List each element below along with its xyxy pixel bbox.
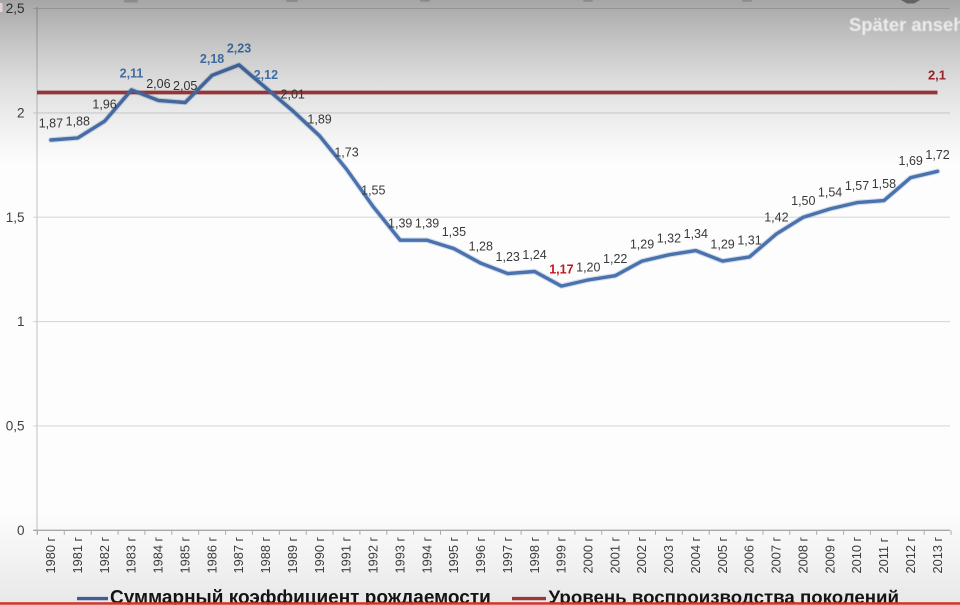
- svg-text:1,29: 1,29: [630, 238, 654, 252]
- svg-text:1: 1: [17, 314, 25, 329]
- svg-text:1,31: 1,31: [737, 233, 761, 247]
- svg-text:1,5: 1,5: [6, 210, 25, 225]
- svg-text:1,28: 1,28: [469, 240, 493, 254]
- svg-text:1,50: 1,50: [791, 194, 815, 208]
- svg-text:0,5: 0,5: [6, 419, 25, 434]
- svg-text:1,57: 1,57: [845, 179, 869, 193]
- svg-text:1,35: 1,35: [442, 225, 466, 239]
- svg-text:1,17: 1,17: [549, 263, 573, 277]
- svg-text:1,55: 1,55: [361, 183, 385, 197]
- svg-text:1,22: 1,22: [603, 252, 627, 266]
- svg-text:Später anseh: Später anseh: [849, 14, 960, 35]
- svg-text:1,23: 1,23: [496, 250, 520, 264]
- svg-text:1,58: 1,58: [872, 177, 896, 191]
- svg-text:1,29: 1,29: [710, 238, 734, 252]
- svg-text:1,39: 1,39: [415, 217, 439, 231]
- svg-text:1,54: 1,54: [818, 185, 842, 199]
- svg-text:1,39: 1,39: [388, 217, 412, 231]
- svg-text:1,34: 1,34: [684, 227, 708, 241]
- svg-text:1,42: 1,42: [764, 210, 788, 224]
- svg-text:1,20: 1,20: [576, 260, 600, 274]
- svg-text:1,32: 1,32: [657, 231, 681, 245]
- svg-text:1,24: 1,24: [522, 248, 546, 262]
